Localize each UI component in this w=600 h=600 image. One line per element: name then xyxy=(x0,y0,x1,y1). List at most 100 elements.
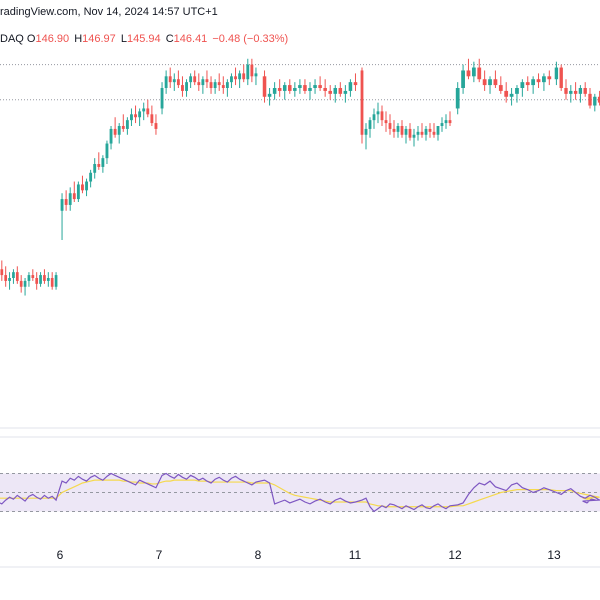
candle-body xyxy=(134,114,137,118)
candle-body xyxy=(146,108,150,115)
candle-body xyxy=(531,79,536,86)
candle-body xyxy=(471,67,476,77)
chart-source-header: radingView.com, Nov 14, 2024 14:57 UTC+1 xyxy=(0,6,218,18)
candle-body xyxy=(0,269,4,276)
candle-body xyxy=(525,82,530,86)
candle-body xyxy=(282,85,287,91)
candle-body xyxy=(400,126,404,135)
candle-body xyxy=(250,64,254,77)
candle-body xyxy=(368,120,372,129)
candle-body xyxy=(181,85,184,91)
candle-body xyxy=(372,114,376,121)
candle-body xyxy=(221,85,225,88)
candle-body xyxy=(509,93,514,97)
candle-body xyxy=(76,184,80,200)
candle-body xyxy=(455,88,460,109)
candle-body xyxy=(388,123,392,129)
candle-body xyxy=(254,73,258,77)
candle-body xyxy=(308,88,312,91)
candle-body xyxy=(117,126,121,135)
candle-body xyxy=(267,93,272,97)
candle-body xyxy=(376,111,380,115)
candle-body xyxy=(436,126,440,135)
candle-body xyxy=(588,93,592,106)
candle-body xyxy=(109,128,113,144)
candle-body xyxy=(185,82,188,91)
candle-body xyxy=(89,172,93,182)
candle-body xyxy=(101,158,105,167)
x-tick-label: 12 xyxy=(448,548,462,562)
candle-body xyxy=(121,126,125,129)
candle-body xyxy=(12,272,15,278)
candle-body xyxy=(193,76,197,83)
candle-body xyxy=(64,199,68,205)
close-value: 146.41 xyxy=(173,33,208,45)
source-text: radingView.com, Nov 14, 2024 14:57 UTC+1 xyxy=(0,6,218,18)
candle-body xyxy=(209,82,213,88)
candle-body xyxy=(93,164,97,173)
candle-body xyxy=(440,123,444,126)
candle-body xyxy=(323,88,327,91)
candle-body xyxy=(234,76,237,80)
candle-body xyxy=(19,280,23,287)
candle-body xyxy=(230,76,233,83)
candle-body xyxy=(392,128,396,132)
open-value: 146.90 xyxy=(35,33,70,45)
candle-body xyxy=(160,88,164,109)
candle-body xyxy=(432,131,436,135)
candle-body xyxy=(272,88,277,94)
open-label: O xyxy=(26,33,36,45)
high-value: 146.97 xyxy=(82,33,116,45)
candle-body xyxy=(85,181,88,191)
candle-body xyxy=(189,76,193,83)
candle-body xyxy=(97,164,101,167)
candle-body xyxy=(520,82,525,88)
candle-body xyxy=(343,90,348,94)
candle-body xyxy=(164,76,168,88)
candle-body xyxy=(246,64,250,80)
candle-body xyxy=(43,275,46,281)
candle-body xyxy=(313,85,317,88)
candle-body xyxy=(46,278,50,281)
rsi-line xyxy=(0,472,600,513)
candle-body xyxy=(176,79,180,86)
candle-body xyxy=(142,108,146,112)
candle-body xyxy=(277,88,282,91)
candle-body xyxy=(4,275,8,281)
candle-body xyxy=(498,85,503,91)
candle-body xyxy=(428,128,432,132)
candle-body xyxy=(477,67,482,80)
candle-body xyxy=(262,76,267,97)
exchange-suffix: DAQ xyxy=(0,33,24,45)
candle-body xyxy=(298,85,302,88)
x-tick-label: 8 xyxy=(255,548,262,562)
candle-body xyxy=(238,73,242,80)
candle-body xyxy=(384,120,388,124)
candle-body xyxy=(23,280,27,287)
candle-body xyxy=(420,131,424,135)
candle-body xyxy=(81,184,84,191)
candle-body xyxy=(542,76,546,83)
x-tick-label: 7 xyxy=(156,548,163,562)
candle-body xyxy=(573,90,578,94)
candle-body xyxy=(578,88,583,94)
candle-body xyxy=(380,111,384,121)
candle-body xyxy=(197,82,201,86)
candle-body xyxy=(488,79,492,86)
candle-body xyxy=(35,278,39,284)
candle-body xyxy=(504,90,509,97)
rsi-moving-average-line xyxy=(0,479,600,508)
change-value: −0.48 (−0.33%) xyxy=(212,33,289,45)
x-tick-label: 6 xyxy=(57,548,64,562)
candle-body xyxy=(318,85,322,88)
candle-body xyxy=(482,79,487,86)
candle-body xyxy=(125,120,129,129)
candle-body xyxy=(597,96,600,103)
candle-body xyxy=(225,82,229,88)
candle-body xyxy=(293,88,297,91)
candle-body xyxy=(205,79,209,83)
candle-body xyxy=(27,275,31,281)
candle-body xyxy=(201,79,205,86)
candle-body xyxy=(444,120,448,124)
